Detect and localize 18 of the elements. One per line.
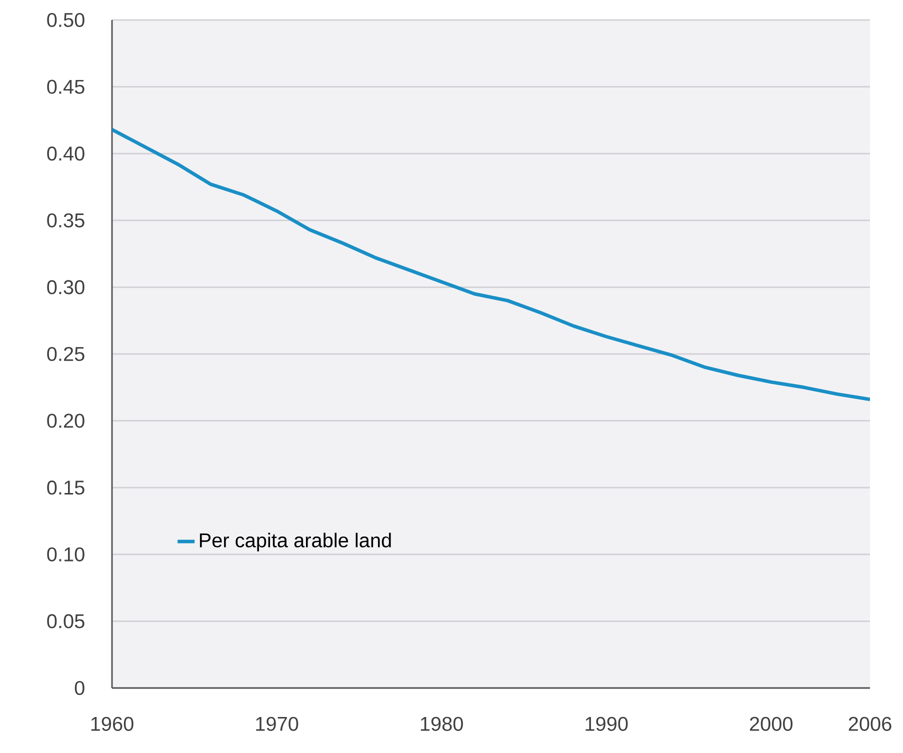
y-tick-label: 0.45	[47, 80, 84, 94]
x-tick-label: 1990	[586, 716, 628, 731]
x-tick-label: 1960	[91, 716, 134, 731]
y-tick-label: 0.40	[47, 146, 84, 161]
y-tick-label: 0.15	[47, 480, 84, 495]
y-tick-label: 0.10	[47, 547, 84, 562]
y-tick-label: 0.20	[47, 414, 84, 428]
y-tick-label: 0.35	[47, 213, 84, 228]
x-tick-label: 1980	[420, 716, 463, 731]
y-tick-label: 0.50	[47, 12, 84, 28]
x-tick-label: 2006	[848, 716, 892, 731]
y-tick-label: 0	[74, 680, 84, 696]
y-tick-label: 0.25	[47, 346, 84, 362]
y-tick-label: 0.05	[47, 614, 84, 628]
y-tick-label: 0.30	[47, 280, 84, 294]
x-tick-label: 1970	[256, 716, 298, 731]
legend-label: Per capita arable land	[200, 532, 391, 552]
x-tick-label: 2000	[750, 716, 793, 731]
